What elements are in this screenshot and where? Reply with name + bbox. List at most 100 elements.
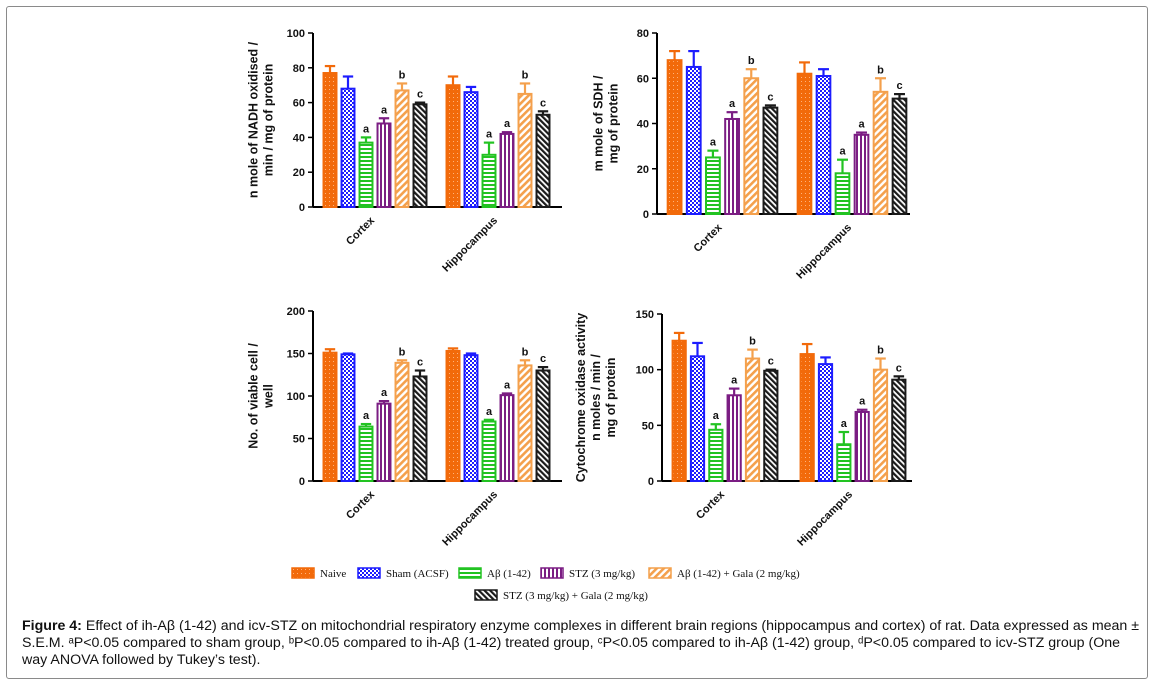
significance-label: c <box>417 89 423 101</box>
chart-panel-1: 0 20 40 60 80 100 n mole of NADH oxidised / min… <box>247 28 562 275</box>
bar <box>394 89 410 208</box>
significance-label: a <box>710 137 717 149</box>
bar <box>517 92 533 208</box>
bar <box>815 74 832 215</box>
legend-swatch <box>291 567 315 579</box>
bar <box>376 402 392 482</box>
legend-label: Aβ (1-42) <box>487 568 531 580</box>
y-tick-label: 100 <box>636 365 654 377</box>
significance-label: a <box>859 396 866 408</box>
significance-label: a <box>363 123 370 135</box>
chart-panel-4: 0 50 100 150 Cytochrome oxidase activity n mo… <box>574 309 912 549</box>
significance-label: a <box>363 410 370 422</box>
bar <box>726 394 742 483</box>
significance-label: a <box>858 119 865 131</box>
bar <box>499 394 515 482</box>
y-tick-label: 150 <box>636 309 654 321</box>
category-label: Hippocampus <box>794 222 854 282</box>
chart-panel-2: 0 20 40 60 80 m mole of SDH / mg of protein a a b… <box>592 28 910 282</box>
bar <box>834 172 851 215</box>
bar <box>891 97 908 215</box>
y-axis-label: min / mg of protein <box>262 64 276 177</box>
bar <box>463 354 479 483</box>
significance-label: a <box>729 98 736 110</box>
significance-label: c <box>540 97 546 109</box>
y-tick-label: 20 <box>637 164 649 176</box>
bar <box>481 153 497 209</box>
bar <box>517 364 533 482</box>
legend-item: Naive <box>291 567 346 580</box>
significance-label: c <box>417 357 423 369</box>
significance-label: c <box>540 353 546 365</box>
significance-label: b <box>877 64 884 76</box>
category-label: Cortex <box>344 214 378 248</box>
bar <box>535 369 551 482</box>
y-axis-label: n mole of NADH oxidised / <box>247 41 261 198</box>
figure-caption: Figure 4: Effect of ih-Aβ (1-42) and icv… <box>22 618 1140 669</box>
y-tick-label: 50 <box>293 434 305 446</box>
bar <box>872 90 889 215</box>
bar <box>743 77 760 215</box>
legend-swatch <box>474 589 498 601</box>
significance-label: a <box>504 379 511 391</box>
bar <box>394 361 410 483</box>
legend-item: STZ (3 mg/kg) <box>540 567 635 580</box>
bar <box>358 425 374 483</box>
y-axis-label: Cytochrome oxidase activity <box>574 313 588 483</box>
bar <box>762 106 779 215</box>
significance-label: b <box>399 69 406 81</box>
significance-label: c <box>767 91 773 103</box>
bar <box>836 443 852 483</box>
y-tick-label: 40 <box>637 119 649 131</box>
significance-label: b <box>749 336 756 348</box>
legend-swatch <box>540 567 564 579</box>
bar <box>744 357 761 482</box>
bar <box>763 369 779 482</box>
y-axis-label: well <box>262 384 276 409</box>
y-axis-label: m mole of SDH / <box>592 75 606 171</box>
significance-label: a <box>839 146 846 158</box>
legend-swatch <box>648 567 672 579</box>
figure-canvas: 0 20 40 60 80 100 n mole of NADH oxidised / min… <box>247 28 912 602</box>
bar <box>322 351 338 482</box>
y-axis-label: mg of protein <box>604 358 618 438</box>
charts-layer: 0 20 40 60 80 100 n mole of NADH oxidised / min… <box>247 28 912 549</box>
legend-label: Naive <box>320 568 346 580</box>
significance-label: c <box>896 362 902 374</box>
bar <box>724 117 740 215</box>
legend-item: Aβ (1-42) + Gala (2 mg/kg) <box>648 567 800 580</box>
significance-label: a <box>504 118 511 130</box>
bar <box>463 91 479 208</box>
y-tick-label: 60 <box>293 98 305 110</box>
significance-label: a <box>841 418 848 430</box>
bar <box>412 103 428 208</box>
legend-item: Aβ (1-42) <box>458 567 531 580</box>
bar <box>535 113 551 208</box>
bar <box>499 132 515 208</box>
legend: Naive Sham (ACSF) Aβ (1-42) STZ (3 mg/kg) Aβ… <box>291 567 800 602</box>
bar <box>796 72 813 215</box>
y-tick-label: 40 <box>293 132 305 144</box>
legend-label: Aβ (1-42) + Gala (2 mg/kg) <box>677 568 800 580</box>
bar <box>358 141 374 208</box>
y-axis-label: n moles / min / <box>589 354 603 441</box>
legend-label: STZ (3 mg/kg) + Gala (2 mg/kg) <box>503 590 648 602</box>
bar <box>481 420 497 482</box>
bar <box>891 378 907 483</box>
bar <box>340 87 356 208</box>
y-tick-label: 150 <box>287 349 305 361</box>
significance-label: c <box>896 80 902 92</box>
bar <box>817 363 834 483</box>
category-label: Cortex <box>344 488 378 522</box>
legend-item: STZ (3 mg/kg) + Gala (2 mg/kg) <box>474 589 648 602</box>
legend-swatch <box>357 567 381 579</box>
category-label: Hippocampus <box>795 489 855 549</box>
y-tick-label: 0 <box>648 476 654 488</box>
significance-label: b <box>877 345 884 357</box>
y-tick-label: 0 <box>299 202 305 214</box>
bar <box>872 368 889 482</box>
y-tick-label: 0 <box>643 209 649 221</box>
significance-label: c <box>768 356 774 368</box>
bar <box>705 156 721 215</box>
y-tick-label: 100 <box>287 28 305 40</box>
